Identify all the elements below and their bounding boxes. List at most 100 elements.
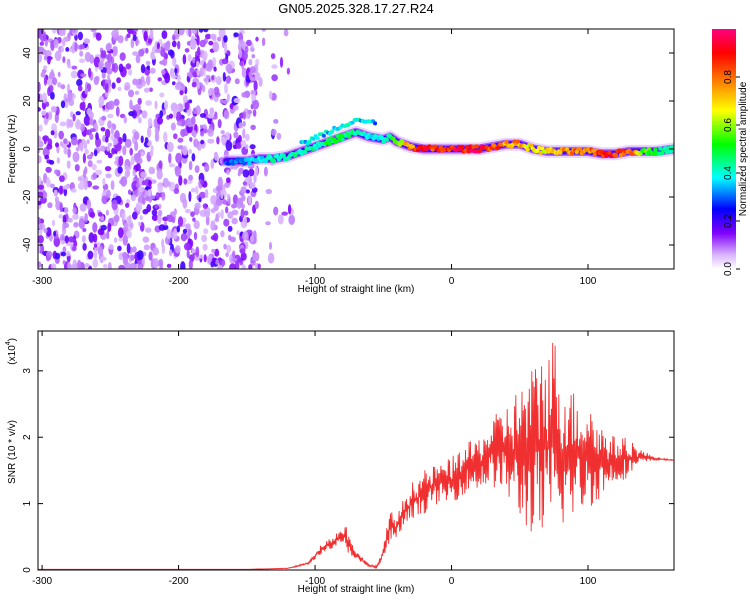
spectrogram-noise-cell: [78, 218, 86, 230]
spectrogram-noise-cell: [122, 145, 127, 156]
spectrogram-noise-cell: [164, 100, 168, 111]
spectrogram-ridge-cell: [618, 152, 624, 158]
spectrogram-noise-cell: [146, 75, 151, 86]
spectrogram-noise-cell: [185, 208, 191, 214]
spectrogram-noise-cell: [105, 209, 109, 216]
spectrogram-noise-cell: [45, 166, 52, 173]
spectrogram-noise-cell: [111, 29, 119, 38]
spectrogram-noise-cell: [114, 160, 119, 165]
snr-frame: [37, 330, 675, 571]
spectrogram-noise-cell: [188, 259, 193, 269]
spectrogram-noise-cell: [200, 139, 205, 145]
spectrogram-noise-cell: [46, 178, 51, 188]
spectrogram-noise-cell: [146, 127, 152, 138]
snr-x-label: Height of straight line (km): [298, 584, 415, 595]
spectrogram-noise-cell: [269, 241, 272, 250]
spectrogram-noise-cell: [100, 224, 107, 231]
spectrogram-ridge-cell: [307, 139, 312, 144]
spectrogram-noise-cell: [89, 211, 96, 218]
spectrogram-noise-cell: [250, 124, 256, 131]
spectrogram-noise-cell: [72, 245, 77, 252]
spectrogram-noise-cell: [226, 244, 232, 254]
spectrogram-noise-cell: [38, 175, 42, 185]
spectrogram-noise-cell: [65, 250, 71, 257]
spectrogram-noise-cell: [38, 235, 44, 244]
spectrogram-noise-cell: [54, 252, 61, 260]
spectrogram-noise-cell: [240, 186, 247, 194]
spectrogram-noise-cell: [47, 111, 53, 120]
spectrogram-noise-cell: [206, 128, 213, 134]
spectrogram-noise-cell: [147, 179, 152, 186]
x-tick-label: -100: [305, 276, 325, 287]
spectrogram-noise-cell: [46, 78, 53, 86]
spectrogram-noise-cell: [240, 252, 247, 261]
spectrogram-noise-cell: [111, 82, 116, 89]
spectrogram-noise-cell: [104, 61, 112, 69]
spectrogram-noise-cell: [176, 225, 181, 233]
spectrogram-noise-cell: [70, 188, 77, 193]
spectrogram-noise-cell: [84, 213, 88, 223]
spectrogram-noise-cell: [193, 231, 198, 241]
spectrogram-noise-cell: [79, 203, 87, 212]
spectrogram-noise-cell: [210, 195, 218, 205]
spectrogram-noise-cell: [167, 49, 174, 56]
spectrogram-noise-cell: [199, 124, 203, 129]
spectrogram-ridge-cell: [245, 156, 250, 162]
spectrogram-noise-cell: [250, 47, 255, 52]
spectrogram-noise-cell: [129, 99, 133, 110]
spectrogram-noise-cell: [195, 105, 201, 116]
y-tick-label: 40: [22, 47, 33, 59]
spectrogram-noise-cell: [43, 76, 48, 86]
spectrogram-noise-cell: [152, 247, 159, 256]
spectrogram-noise-cell: [241, 203, 245, 209]
spectrogram-noise-cell: [231, 209, 239, 216]
spectrogram-noise-cell: [244, 45, 249, 54]
spectrogram-noise-cell: [52, 77, 58, 86]
spectrogram-noise-cell: [62, 260, 66, 265]
spectrogram-noise-cell: [191, 29, 198, 35]
spectrogram-noise-cell: [159, 110, 164, 118]
spectrogram-noise-cell: [38, 53, 43, 63]
spectrogram-noise-cell: [196, 82, 200, 90]
spectrogram-noise-cell: [59, 175, 65, 183]
spectrogram-noise-cell: [234, 78, 240, 85]
spectrogram-ridge-cell: [651, 151, 656, 156]
spectrogram-noise-cell: [74, 42, 78, 52]
spectrogram-noise-cell: [103, 264, 108, 268]
spectrogram-noise-cell: [230, 204, 238, 209]
spectrogram-noise-cell: [239, 248, 246, 255]
spectrogram-noise-cell: [38, 140, 44, 148]
spectrogram-noise-cell: [156, 42, 160, 50]
spectrogram-noise-cell: [83, 38, 91, 45]
spectrogram-noise-cell: [60, 240, 66, 245]
spectrogram-noise-cell: [188, 148, 193, 155]
spectrogram-noise-cell: [140, 171, 147, 179]
spectrogram-noise-cell: [248, 58, 253, 66]
spectrogram-noise-cell: [95, 132, 99, 141]
spectrogram-noise-cell: [95, 137, 102, 148]
spectrogram-noise-cell: [211, 75, 215, 81]
spectrogram-ridge-cell: [242, 161, 247, 166]
spectrogram-noise-cell: [154, 131, 160, 142]
spectrogram-x-axis: -300 -200 -100 0 100: [32, 29, 597, 287]
spectrogram-noise-cell: [157, 214, 162, 224]
spectrogram-noise-cell: [108, 244, 114, 250]
spectrogram-noise-cell: [220, 191, 224, 200]
spectrogram-noise-cell: [183, 242, 191, 251]
spectrogram-noise-cell: [245, 144, 249, 150]
spectrogram-noise-cell: [239, 61, 244, 67]
spectrogram-noise-cell: [71, 65, 78, 70]
spectrogram-noise-cell: [122, 234, 128, 246]
spectrogram-noise-cell: [119, 52, 126, 61]
spectrogram-noise-cell: [46, 143, 53, 150]
spectrogram-ridge-cell: [478, 148, 483, 153]
spectrogram-noise-cell: [122, 254, 129, 265]
spectrogram-noise-cell: [199, 113, 207, 118]
spectrogram-ridge-cell: [658, 146, 663, 151]
spectrogram-noise-cell: [249, 66, 256, 74]
spectrogram-noise-cell: [217, 119, 222, 129]
spectrogram-noise-cell: [194, 165, 200, 174]
spectrogram-noise-cell: [252, 99, 260, 110]
spectrogram-noise-cell: [124, 165, 129, 171]
spectrogram-noise-cell: [114, 214, 120, 223]
